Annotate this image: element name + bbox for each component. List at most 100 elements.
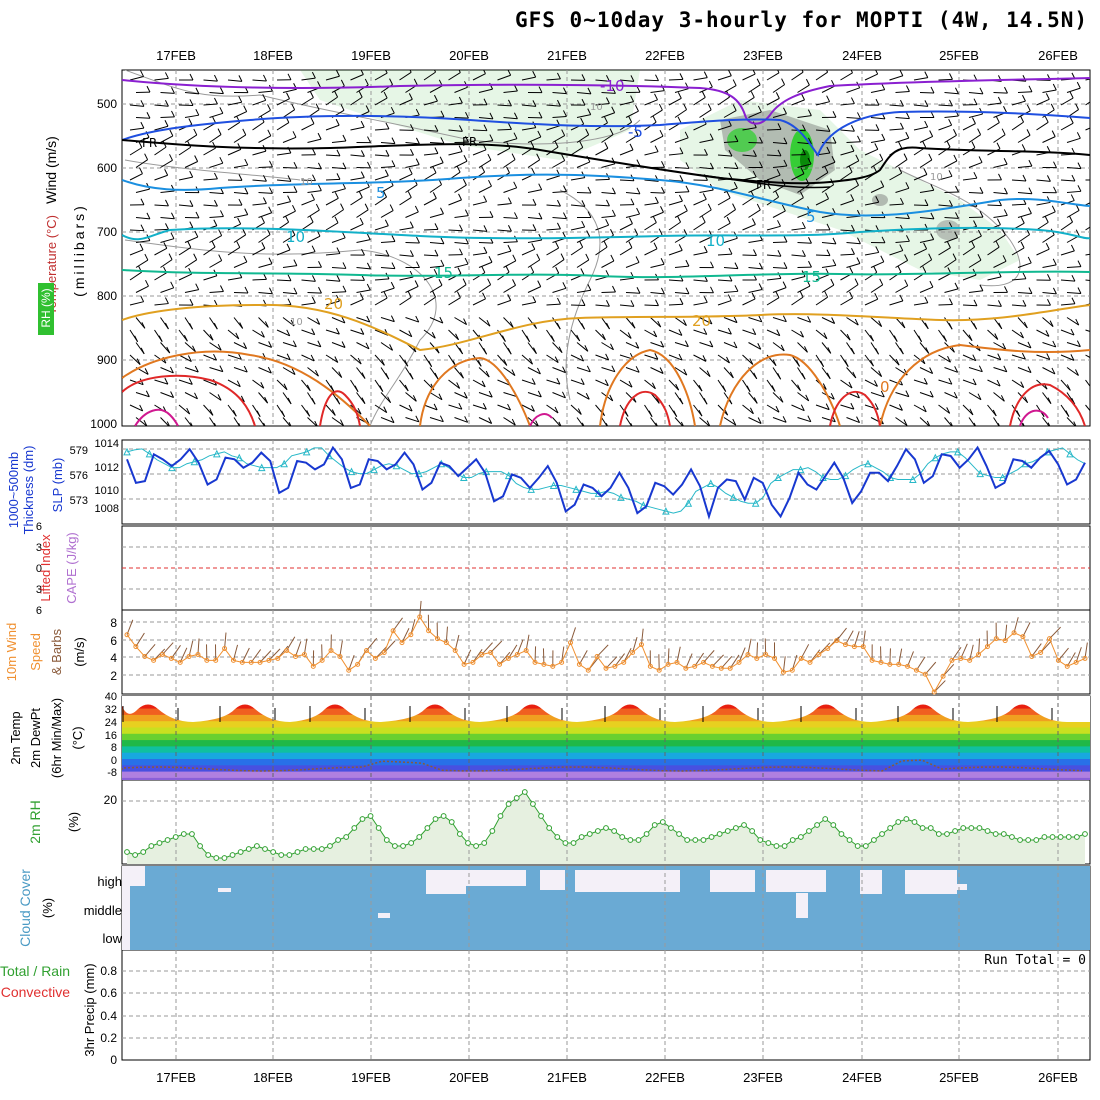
wind-barb-flag	[611, 365, 616, 372]
wind-barb	[178, 404, 191, 415]
wind-barb-flag	[780, 344, 785, 352]
wind-barb-flag	[458, 96, 463, 104]
wind-barb	[1036, 179, 1051, 182]
wind-speed-point	[1011, 630, 1017, 636]
rh2m-point	[741, 822, 747, 828]
wind-barb-flag	[366, 283, 371, 291]
wind-barb	[693, 301, 708, 306]
wind-barb-flag	[170, 281, 175, 289]
wind-barb	[668, 279, 684, 282]
wind-barb-flag	[848, 165, 853, 173]
wind-barb-flag	[709, 340, 714, 348]
wind-barb-flag	[703, 246, 708, 253]
wind-barb	[1036, 98, 1050, 106]
wind-speed-point	[151, 657, 157, 663]
contour-25d	[719, 353, 841, 426]
wind-barb-flag	[971, 141, 976, 148]
wind-barb	[325, 154, 341, 157]
label-minus5: -5	[628, 123, 643, 141]
wind-barb	[301, 354, 315, 362]
wind-barb	[160, 92, 175, 94]
wind-barb	[601, 260, 615, 268]
date-label-bottom: 26FEB	[1038, 1070, 1078, 1085]
wind-barb	[570, 177, 585, 181]
wind-barb	[1060, 122, 1074, 131]
wind-barb-flag	[458, 145, 463, 152]
wind-barb	[993, 234, 1006, 243]
wind-barb	[1017, 262, 1032, 268]
wind-barb	[405, 286, 419, 293]
wind-barb-flag	[679, 397, 684, 405]
wind-barb-flag	[950, 421, 953, 426]
wind-barb-flag	[630, 423, 633, 426]
wind-barb	[1060, 329, 1075, 336]
wind-barb	[864, 148, 879, 156]
wind-barb	[674, 88, 689, 93]
wind-barb	[252, 79, 267, 82]
rh2m-point	[611, 828, 618, 834]
wind-barb-flag	[782, 315, 787, 322]
wind-barb	[478, 117, 493, 120]
wind-barb-flag	[978, 365, 983, 372]
wind-barb-flag	[1045, 93, 1050, 100]
rh2m-point	[530, 801, 536, 807]
wind-barb	[374, 97, 388, 106]
wind10-barb	[295, 641, 302, 657]
ylabel-cloud-2: (%)	[40, 898, 55, 918]
wind-barb-flag	[415, 415, 420, 423]
thickness-marker	[931, 453, 940, 462]
wind-barb-flag	[384, 169, 389, 176]
wind-barb-flag	[977, 128, 982, 135]
wind-barb-flag	[727, 294, 732, 301]
wind-barb-flag	[659, 367, 664, 374]
wind-barb-flag	[1002, 255, 1007, 262]
wind-barb	[1011, 278, 1026, 281]
wind-barb	[521, 248, 536, 256]
wind-barb	[595, 178, 610, 181]
date-label-top: 21FEB	[547, 48, 587, 63]
wind-speed-point	[612, 663, 618, 669]
wind-barb-flag	[385, 372, 390, 380]
wind-barb-flag	[532, 224, 537, 231]
wind-barb-flag	[383, 291, 388, 299]
wind-barb-flag	[555, 266, 560, 274]
wind-barb-flag	[513, 181, 518, 189]
wind-barb	[1042, 109, 1055, 118]
wind-barb	[1060, 379, 1071, 391]
wind-barb-flag	[751, 218, 756, 225]
wind-barb	[674, 342, 689, 348]
wind-barb	[552, 342, 563, 354]
wind-barb-flag	[171, 110, 175, 118]
rh2m-point	[862, 843, 869, 849]
contour-30c	[619, 390, 671, 426]
wind-speed-point	[390, 628, 396, 634]
wind-barb	[644, 304, 659, 307]
thickness-marker	[459, 473, 468, 482]
wind-barb	[840, 129, 855, 132]
wind-speed-point	[594, 653, 600, 659]
wind-barb	[625, 110, 639, 118]
wind-barb	[668, 329, 683, 336]
wind-barb-flag	[703, 398, 708, 405]
wind-barb	[227, 354, 242, 360]
wind-barb-flag	[977, 229, 982, 237]
wind-barb	[454, 86, 468, 93]
wind-barb-flag	[707, 203, 712, 211]
wind-barb	[203, 329, 214, 341]
wind-speed-point	[878, 659, 884, 665]
wind-barb	[160, 135, 174, 143]
wind-barb	[772, 165, 787, 168]
wind-barb-flag	[291, 103, 296, 110]
rh2m-point	[984, 828, 991, 834]
rh2m-point	[1041, 834, 1048, 840]
wind-barb	[625, 367, 640, 373]
wind-barb-flag	[489, 211, 494, 218]
wind10-barb	[632, 636, 638, 653]
wind-barb	[325, 300, 340, 306]
wind10-barb	[339, 640, 343, 657]
ytick-600: 600	[97, 161, 117, 175]
wind-barb	[644, 179, 659, 182]
wind-barb-flag	[579, 141, 584, 148]
wind-barb	[160, 417, 170, 426]
